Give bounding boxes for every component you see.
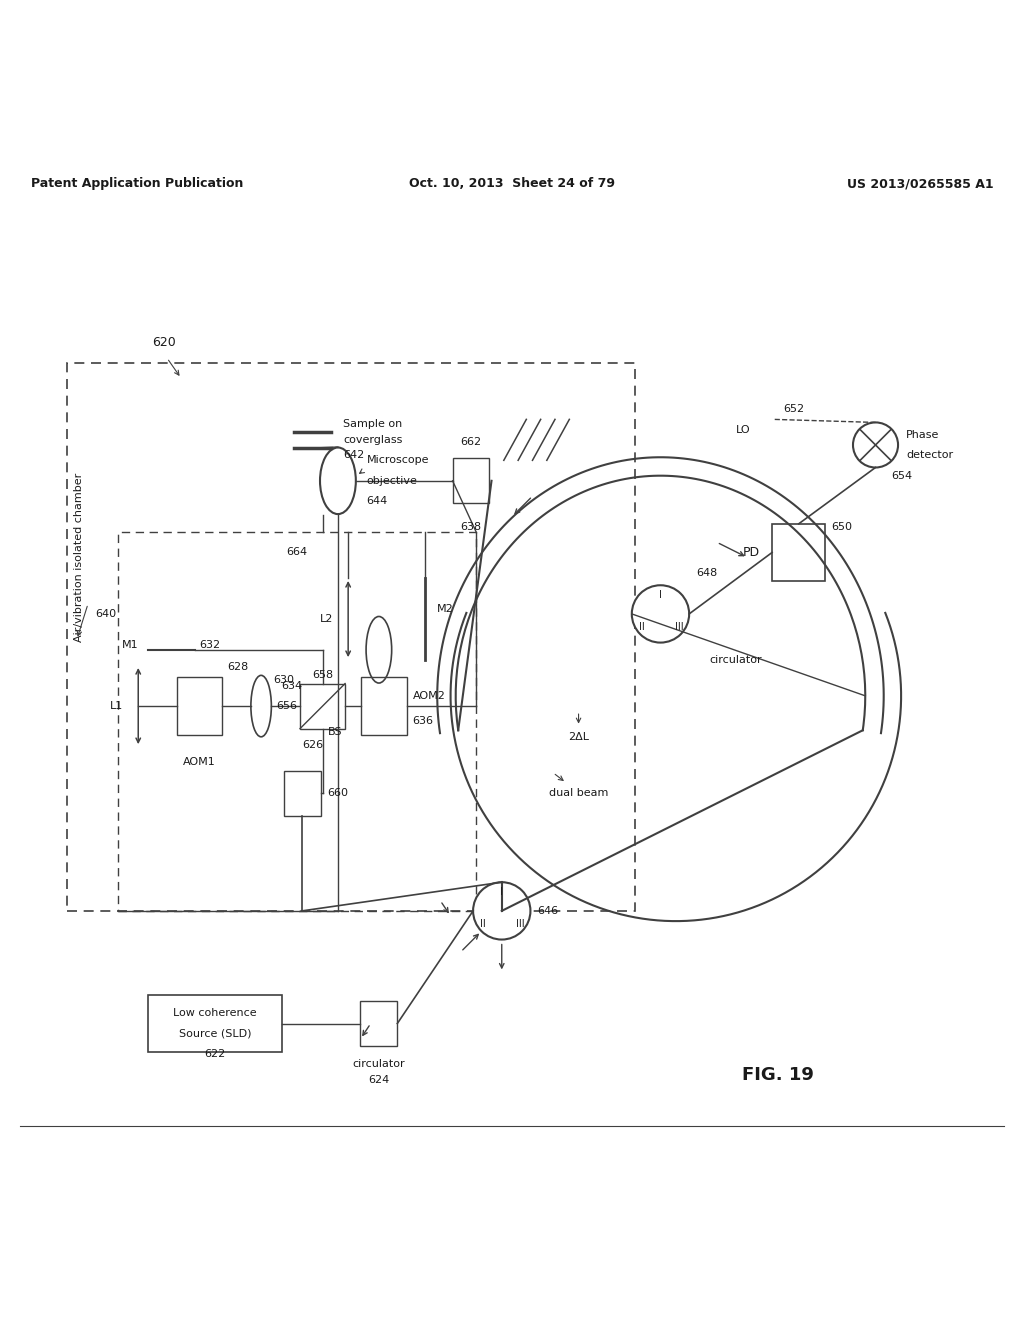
Text: I: I: [659, 590, 662, 601]
Bar: [118, 532, 476, 911]
Text: Patent Application Publication: Patent Application Publication: [31, 177, 243, 190]
Text: circulator: circulator: [352, 1060, 406, 1069]
Circle shape: [473, 882, 530, 940]
Text: 638: 638: [461, 521, 481, 532]
Text: L2: L2: [319, 614, 333, 624]
Text: Source (SLD): Source (SLD): [179, 1028, 251, 1039]
Text: Microscope: Microscope: [367, 455, 429, 466]
Text: 656: 656: [275, 701, 297, 711]
Text: 628: 628: [227, 663, 249, 672]
Text: 634: 634: [282, 681, 302, 690]
Bar: [67, 363, 635, 911]
Text: objective: objective: [367, 475, 418, 486]
Text: 640: 640: [95, 609, 117, 619]
Text: 630: 630: [273, 676, 295, 685]
Text: BS: BS: [328, 727, 342, 737]
Text: 652: 652: [783, 404, 805, 414]
Bar: [284, 771, 321, 816]
Text: II: II: [639, 622, 645, 632]
Text: LO: LO: [736, 425, 751, 434]
Text: 660: 660: [328, 788, 349, 799]
Text: II: II: [480, 919, 486, 929]
Text: FIG. 19: FIG. 19: [742, 1065, 814, 1084]
Text: circulator: circulator: [710, 655, 762, 665]
Bar: [300, 684, 345, 729]
Text: M1: M1: [122, 640, 138, 649]
Text: 2ΔL: 2ΔL: [568, 731, 589, 742]
Text: coverglass: coverglass: [343, 434, 402, 445]
Text: detector: detector: [906, 450, 953, 461]
Text: 658: 658: [312, 671, 333, 680]
Text: dual beam: dual beam: [549, 788, 608, 799]
Text: L1: L1: [110, 701, 123, 711]
Bar: [177, 677, 222, 735]
Text: 642: 642: [343, 450, 365, 461]
Text: 632: 632: [200, 640, 221, 649]
Bar: [360, 1001, 397, 1045]
Text: M2: M2: [437, 603, 454, 614]
Text: 626: 626: [302, 741, 323, 750]
Text: AOM1: AOM1: [183, 758, 216, 767]
Text: 664: 664: [287, 548, 307, 557]
Text: III: III: [675, 622, 683, 632]
Text: 622: 622: [205, 1049, 225, 1059]
Text: III: III: [516, 919, 524, 929]
Bar: [148, 995, 282, 1052]
Text: 646: 646: [538, 906, 559, 916]
Text: Sample on: Sample on: [343, 420, 402, 429]
Bar: [453, 458, 489, 503]
Text: 636: 636: [413, 717, 434, 726]
Text: PD: PD: [742, 546, 760, 558]
Text: 644: 644: [367, 496, 388, 507]
Text: 648: 648: [696, 568, 718, 578]
Bar: [361, 677, 407, 735]
Text: 650: 650: [831, 521, 853, 532]
Text: US 2013/0265585 A1: US 2013/0265585 A1: [847, 177, 993, 190]
Text: Low coherence: Low coherence: [173, 1008, 257, 1018]
Text: 620: 620: [152, 337, 176, 348]
Circle shape: [632, 585, 689, 643]
Text: Oct. 10, 2013  Sheet 24 of 79: Oct. 10, 2013 Sheet 24 of 79: [409, 177, 615, 190]
Text: 662: 662: [461, 437, 481, 447]
Circle shape: [853, 422, 898, 467]
Text: I: I: [501, 887, 503, 898]
Bar: [772, 524, 825, 581]
Text: Air/vibration isolated chamber: Air/vibration isolated chamber: [74, 473, 84, 643]
Text: AOM2: AOM2: [413, 690, 445, 701]
Text: Phase: Phase: [906, 430, 940, 440]
Text: 654: 654: [891, 471, 912, 480]
Text: 624: 624: [369, 1074, 389, 1085]
